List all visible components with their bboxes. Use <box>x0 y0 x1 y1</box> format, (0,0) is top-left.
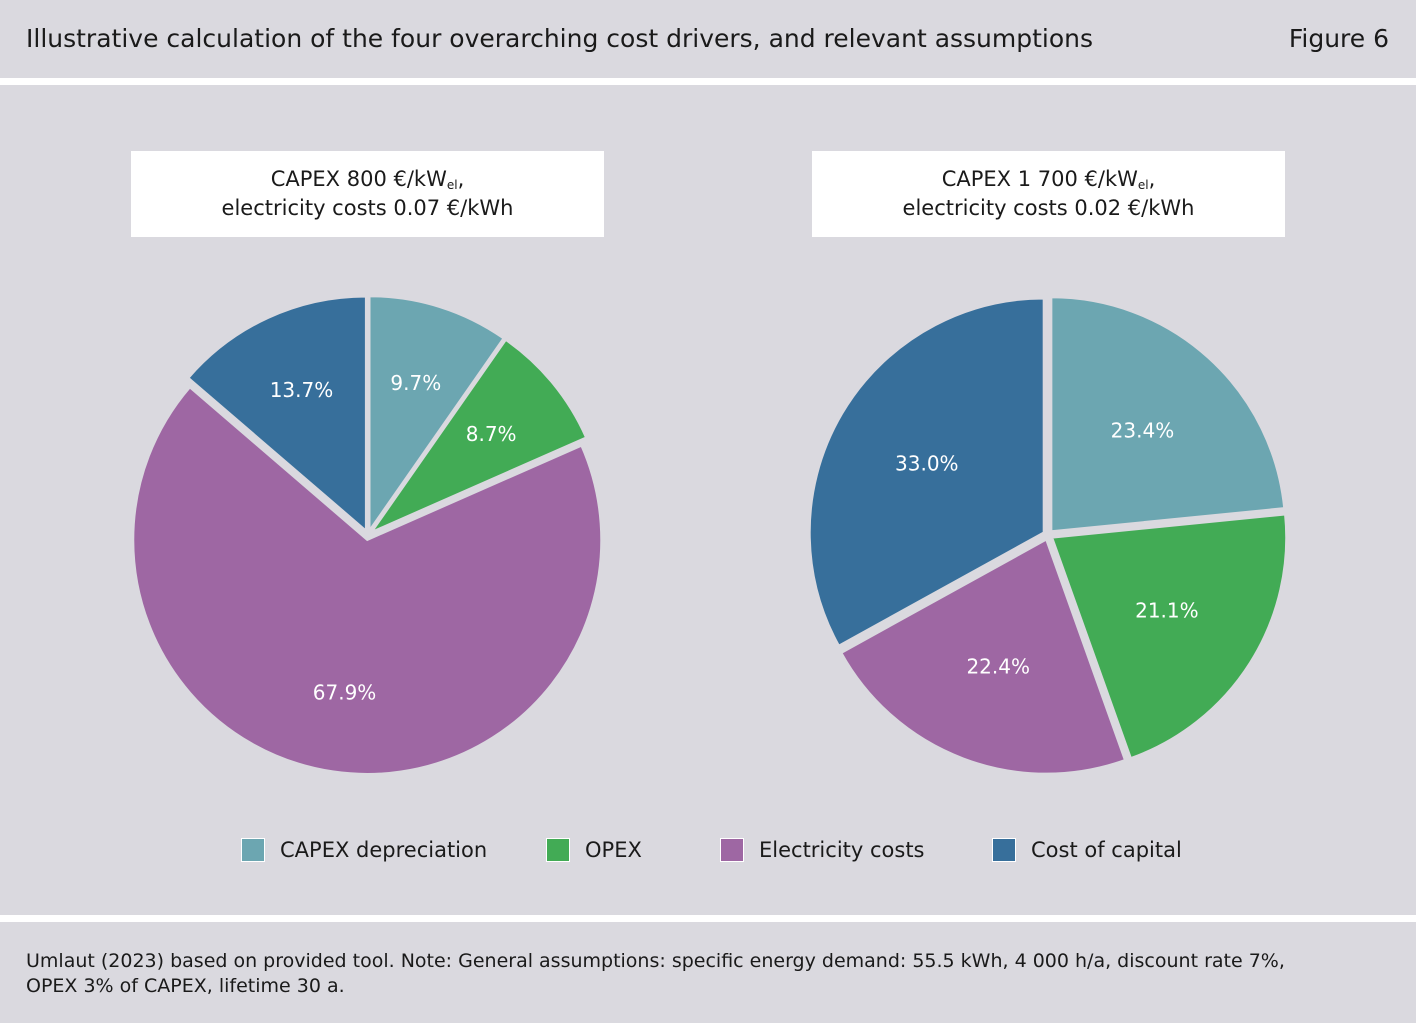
pie-2-slice-electricity-costs <box>840 538 1127 775</box>
legend-item-opex: OPEX <box>546 838 642 862</box>
legend-swatch-capex-depreciation <box>241 838 265 862</box>
legend-swatch-electricity-costs <box>720 838 744 862</box>
pie-2-label-electricity-costs: 22.4% <box>966 655 1030 679</box>
pie-2-label-capex-depreciation: 23.4% <box>1111 419 1175 443</box>
pie-1-label-capex-depreciation: 9.7% <box>390 371 441 395</box>
legend-item-capex-depreciation: CAPEX depreciation <box>241 838 487 862</box>
pie-2-label-opex: 21.1% <box>1135 598 1199 622</box>
pie-1-label-electricity-costs: 67.9% <box>313 681 377 705</box>
legend-item-cost-of-capital: Cost of capital <box>992 838 1182 862</box>
legend-swatch-opex <box>546 838 570 862</box>
chart-1-title-line1: CAPEX 800 €/kWel, <box>270 167 465 192</box>
figure-number: Figure 6 <box>1288 24 1389 53</box>
pie-1-slice-electricity-costs <box>132 386 603 775</box>
pie-1-label-opex: 8.7% <box>466 422 517 446</box>
pie-2-label-cost-of-capital: 33.0% <box>895 451 959 475</box>
legend-label-electricity-costs: Electricity costs <box>759 838 925 862</box>
source-note-line1: Umlaut (2023) based on provided tool. No… <box>26 950 1285 972</box>
chart-2-title-line2: electricity costs 0.02 €/kWh <box>902 196 1195 220</box>
source-note: Umlaut (2023) based on provided tool. No… <box>26 949 1386 999</box>
pie-2-slice-capex-depreciation <box>1050 296 1286 533</box>
legend: CAPEX depreciation OPEX Electricity cost… <box>0 838 1416 868</box>
legend-label-opex: OPEX <box>585 838 642 862</box>
legend-swatch-cost-of-capital <box>992 838 1016 862</box>
pie-2-slice-cost-of-capital <box>808 297 1045 647</box>
pie-1-slice-opex <box>369 338 588 535</box>
chart-1-title-box: CAPEX 800 €/kWel, electricity costs 0.07… <box>131 151 604 237</box>
legend-label-cost-of-capital: Cost of capital <box>1031 838 1182 862</box>
legend-item-electricity-costs: Electricity costs <box>720 838 925 862</box>
legend-label-capex-depreciation: CAPEX depreciation <box>280 838 488 862</box>
pie-2-slice-opex <box>1050 513 1288 760</box>
chart-1-title-line2: electricity costs 0.07 €/kWh <box>221 196 514 220</box>
figure-title: Illustrative calculation of the four ove… <box>26 24 1094 53</box>
source-note-line2: OPEX 3% of CAPEX, lifetime 30 a. <box>26 975 345 997</box>
source-footer: Umlaut (2023) based on provided tool. No… <box>0 922 1416 1023</box>
pie-1-slice-cost-of-capital <box>187 295 367 533</box>
pie-1-slice-capex-depreciation <box>368 295 505 534</box>
chart-2-title-line1: CAPEX 1 700 €/kWel, <box>941 167 1156 192</box>
pie-1-label-cost-of-capital: 13.7% <box>270 378 334 402</box>
figure-header: Illustrative calculation of the four ove… <box>0 0 1416 78</box>
chart-2-title-box: CAPEX 1 700 €/kWel, electricity costs 0.… <box>812 151 1285 237</box>
